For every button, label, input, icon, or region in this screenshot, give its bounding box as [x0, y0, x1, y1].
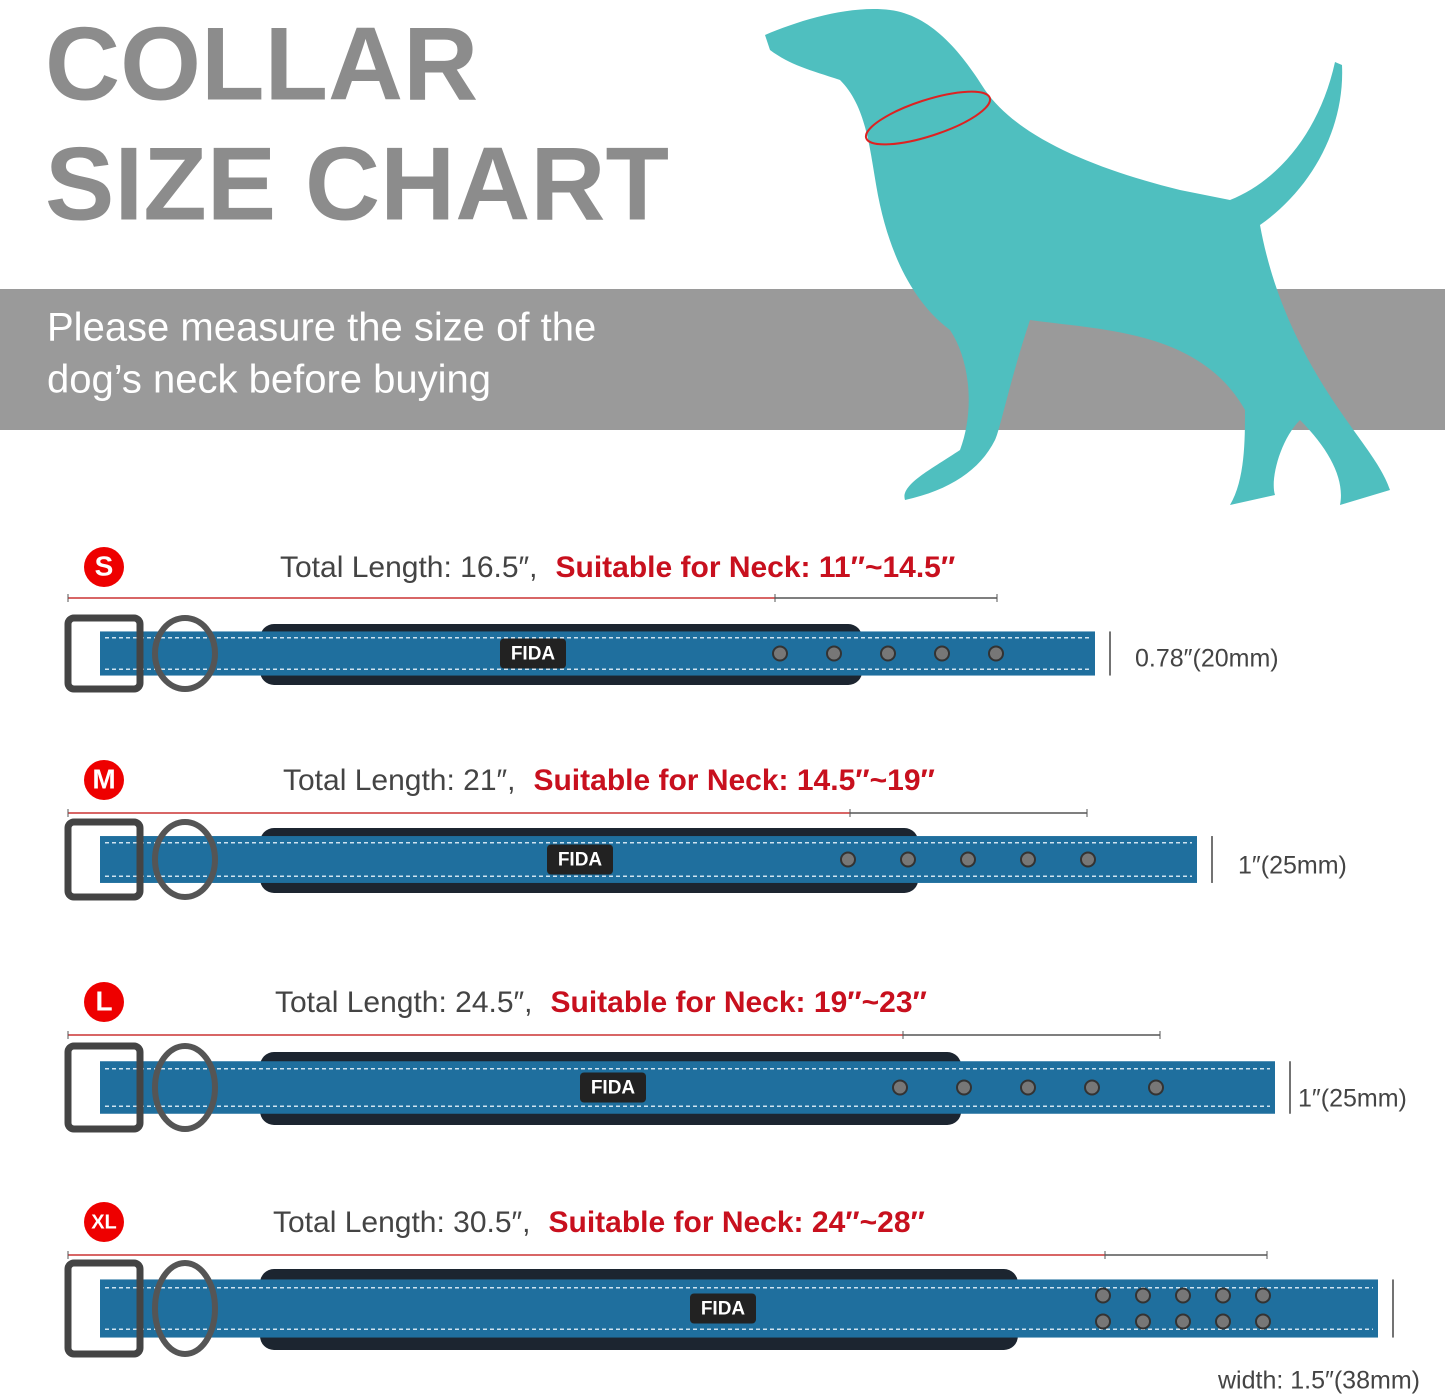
- neck-range: Suitable for Neck: 24″~28″: [548, 1206, 924, 1239]
- title-line: COLLAR: [45, 6, 478, 122]
- grommet: [1135, 1313, 1151, 1330]
- buckle: [64, 818, 144, 901]
- width-label: 1″(25mm): [1298, 1085, 1407, 1113]
- neck-range: Suitable for Neck: 14.5″~19″: [533, 764, 934, 797]
- grommet: [772, 645, 788, 662]
- grommet: [1255, 1287, 1271, 1304]
- neck-range: Suitable for Neck: 19″~23″: [550, 986, 926, 1019]
- size-line: Total Length: 24.5″, Suitable for Neck: 1…: [275, 986, 927, 1019]
- size-badge: [84, 547, 124, 587]
- neck-range: Suitable for Neck: 11″~14.5″: [555, 551, 955, 584]
- width-label: 0.78″(20mm): [1135, 645, 1279, 673]
- width-label: 1″(25mm): [1238, 852, 1347, 880]
- buckle: [64, 1259, 144, 1358]
- size-badge-label: XL: [91, 1211, 117, 1233]
- subtitle-line: dog’s neck before buying: [47, 358, 491, 402]
- size-badge-label: L: [95, 985, 112, 1016]
- grommet: [1175, 1287, 1191, 1304]
- grommet: [1215, 1287, 1231, 1304]
- grommet: [900, 851, 916, 868]
- brand-tag: [690, 1293, 756, 1324]
- grommet: [1020, 1079, 1036, 1096]
- brand-label: FIDA: [511, 644, 556, 665]
- title-line: SIZE CHART: [45, 126, 669, 242]
- brand-tag: [547, 844, 613, 875]
- grommet: [1255, 1313, 1271, 1330]
- grommet: [826, 645, 842, 662]
- size-badge: [84, 982, 124, 1022]
- brand-tag: [580, 1072, 646, 1103]
- grommet: [1080, 851, 1096, 868]
- grommet: [1020, 851, 1036, 868]
- size-line: Total Length: 30.5″, Suitable for Neck: 2…: [273, 1206, 925, 1239]
- buckle: [64, 1042, 144, 1133]
- brand-tag: [500, 638, 566, 669]
- collar-strap: [100, 836, 1197, 883]
- grommet: [880, 645, 896, 662]
- d-ring: [152, 819, 218, 900]
- total-length: Total Length: 16.5″,: [280, 551, 537, 584]
- brand-label: FIDA: [558, 850, 603, 871]
- grommet: [892, 1079, 908, 1096]
- neck-marker: [864, 90, 992, 146]
- grommet: [934, 645, 950, 662]
- brand-label: FIDA: [591, 1078, 636, 1099]
- grommet: [988, 645, 1004, 662]
- grommet: [960, 851, 976, 868]
- size-line: Total Length: 21″, Suitable for Neck: 14.…: [283, 764, 935, 797]
- grommet: [1215, 1313, 1231, 1330]
- size-badge: [84, 1202, 124, 1242]
- grommet: [840, 851, 856, 868]
- grommet: [1175, 1313, 1191, 1330]
- grommet: [956, 1079, 972, 1096]
- collar-strap: [100, 631, 1095, 676]
- grommet: [1095, 1313, 1111, 1330]
- dog-silhouette: [765, 9, 1390, 506]
- total-length: Total Length: 24.5″,: [275, 986, 532, 1019]
- grommet: [1148, 1079, 1164, 1096]
- d-ring: [152, 615, 218, 692]
- total-length: Total Length: 21″,: [283, 764, 515, 797]
- d-ring: [152, 1260, 218, 1357]
- size-badge-label: S: [95, 550, 114, 581]
- grommet: [1095, 1287, 1111, 1304]
- size-badge-label: M: [92, 763, 115, 794]
- d-ring: [152, 1043, 218, 1132]
- brand-label: FIDA: [701, 1299, 746, 1320]
- subtitle-line: Please measure the size of the: [47, 306, 596, 350]
- total-length: Total Length: 30.5″,: [273, 1206, 530, 1239]
- size-badge: [84, 760, 124, 800]
- grommet: [1084, 1079, 1100, 1096]
- collar-strap: [100, 1061, 1275, 1114]
- grommet: [1135, 1287, 1151, 1304]
- buckle: [64, 614, 144, 693]
- width-label: width: 1.5″(38mm): [1217, 1367, 1420, 1395]
- size-line: Total Length: 16.5″, Suitable for Neck: 1…: [280, 551, 955, 584]
